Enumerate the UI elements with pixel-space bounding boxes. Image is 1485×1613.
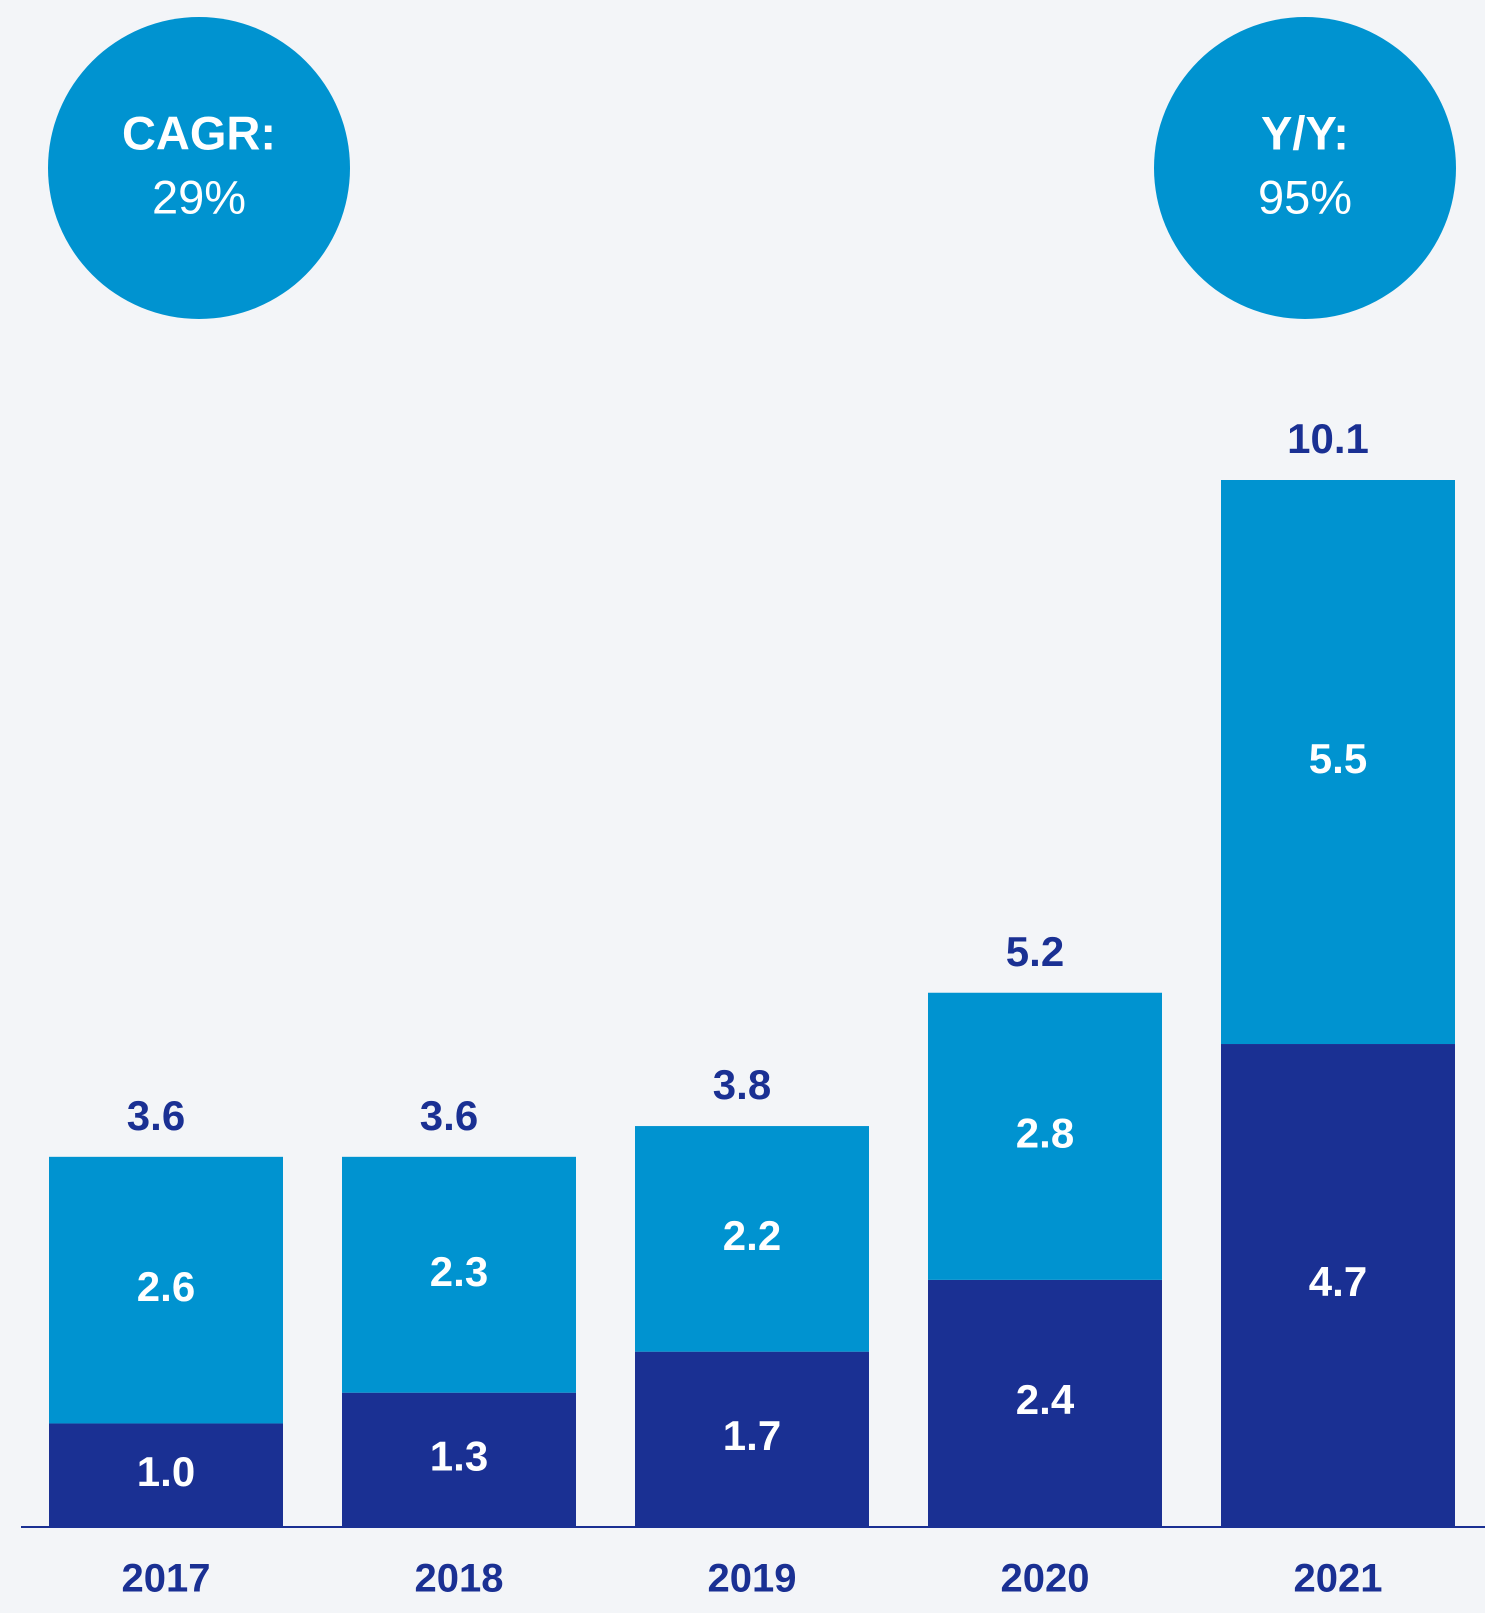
bar-segment — [1221, 480, 1455, 1045]
x-tick-label: 2019 — [708, 1557, 797, 1601]
bar-segment — [342, 1392, 576, 1526]
segment-label: 4.7 — [1309, 1258, 1367, 1305]
x-tick-label: 2020 — [1001, 1557, 1090, 1601]
badge-circle — [1154, 17, 1456, 319]
x-tick-label: 2017 — [122, 1557, 211, 1601]
bar-segment — [49, 1423, 283, 1526]
badge-circle — [48, 17, 350, 319]
total-label: 10.1 — [1287, 415, 1369, 462]
segment-label: 2.3 — [430, 1248, 488, 1295]
badge: Y/Y: 95% — [1154, 17, 1456, 319]
x-tick-label: 2021 — [1294, 1557, 1383, 1601]
bar-segment — [635, 1126, 869, 1352]
segment-label: 1.7 — [723, 1412, 781, 1459]
segment-label: 5.5 — [1309, 735, 1367, 782]
total-label: 5.2 — [1006, 928, 1064, 975]
bar-segment — [635, 1351, 869, 1526]
x-tick-label: 2018 — [415, 1557, 504, 1601]
bar-segment — [342, 1156, 576, 1393]
segment-label: 2.6 — [137, 1263, 195, 1310]
badge: CAGR: 29% — [48, 17, 350, 319]
segment-label: 2.8 — [1016, 1109, 1074, 1156]
bar-segment — [928, 1279, 1162, 1526]
total-label: 3.6 — [420, 1092, 478, 1139]
bar-segment — [1221, 1044, 1455, 1526]
segment-label: 2.4 — [1016, 1376, 1075, 1423]
badge-value: 95% — [1258, 170, 1352, 223]
segment-label: 1.3 — [430, 1432, 488, 1479]
badge-value: 29% — [152, 170, 246, 223]
segment-label: 1.0 — [137, 1448, 195, 1495]
total-label: 3.8 — [713, 1061, 771, 1108]
badge-label: Y/Y: — [1261, 106, 1349, 159]
segment-label: 2.2 — [723, 1212, 781, 1259]
badge-label: CAGR: — [122, 106, 276, 159]
total-label: 3.6 — [127, 1092, 185, 1139]
bar-segment — [928, 992, 1162, 1280]
bar-segment — [49, 1156, 283, 1424]
